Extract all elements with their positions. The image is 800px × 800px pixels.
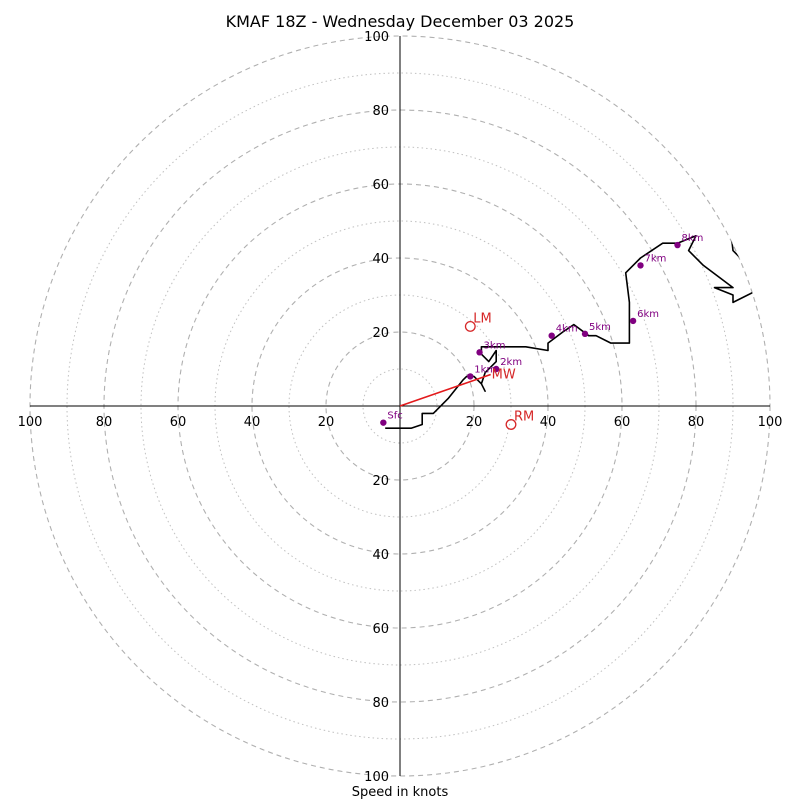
- height-label-6km: 6km: [637, 309, 659, 320]
- mean-wind-vector: [399, 373, 491, 407]
- tick-down-60: 60: [372, 622, 389, 637]
- height-label-8km: 8km: [682, 233, 704, 244]
- tick-down-80: 80: [372, 696, 389, 711]
- tick-left-80: 80: [96, 415, 113, 430]
- height-label-1km: 1km: [474, 364, 496, 375]
- height-marker-3km: [476, 349, 483, 356]
- height-label-2km: 2km: [500, 357, 522, 368]
- height-marker-1km: [467, 373, 474, 380]
- storm-marker-rm: [505, 419, 517, 430]
- storm-label-mw: MW: [492, 368, 516, 383]
- tick-down-40: 40: [372, 548, 389, 563]
- tick-right-40: 40: [540, 415, 557, 430]
- tick-left-20: 20: [318, 415, 335, 430]
- tick-right-80: 80: [688, 415, 705, 430]
- height-marker-sfc: [380, 419, 387, 426]
- height-label-3km: 3km: [484, 340, 506, 351]
- tick-right-60: 60: [614, 415, 631, 430]
- tick-right-100: 100: [758, 415, 783, 430]
- mean-wind-vector-group: [399, 373, 491, 407]
- tick-left-40: 40: [244, 415, 261, 430]
- storm-marker-lm: [464, 321, 476, 332]
- storm-motion-markers: LM RM MW: [464, 311, 534, 430]
- chart-title: KMAF 18Z - Wednesday December 03 2025: [226, 12, 575, 31]
- height-marker-8km: [674, 241, 681, 249]
- storm-label-rm: RM: [514, 410, 534, 425]
- height-label-7km: 7km: [645, 253, 667, 264]
- tick-left-60: 60: [170, 415, 187, 430]
- height-label-4km: 4km: [556, 324, 578, 335]
- height-marker-6km: [629, 317, 637, 325]
- tick-labels: 20 20 20 20 40 40 40 40 60 60 60 60 80 80 80 80 100 100 10…: [18, 30, 783, 785]
- height-label-sfc: Sfc: [387, 411, 402, 422]
- storm-label-lm: LM: [473, 311, 491, 326]
- tick-up-80: 80: [372, 104, 389, 119]
- height-marker-7km: [637, 262, 644, 269]
- height-marker-4km: [548, 332, 555, 339]
- height-marker-2km: [493, 365, 500, 373]
- tick-left-100: 100: [18, 415, 43, 430]
- tick-up-100: 100: [364, 30, 389, 45]
- hodograph-trace-group: [385, 205, 770, 430]
- tick-down-20: 20: [372, 474, 389, 489]
- height-markers: Sfc 1km 2km 3km 4km 5km 6km 7km 8km: [380, 233, 703, 426]
- tick-up-20: 20: [372, 326, 389, 341]
- tick-right-20: 20: [466, 415, 483, 430]
- tick-up-40: 40: [372, 252, 389, 267]
- tick-down-100: 100: [364, 770, 389, 785]
- height-marker-5km: [581, 330, 589, 338]
- x-axis-label: Speed in knots: [352, 785, 449, 800]
- height-label-5km: 5km: [589, 322, 611, 333]
- hodograph-trace: [385, 205, 770, 430]
- tick-up-60: 60: [372, 178, 389, 193]
